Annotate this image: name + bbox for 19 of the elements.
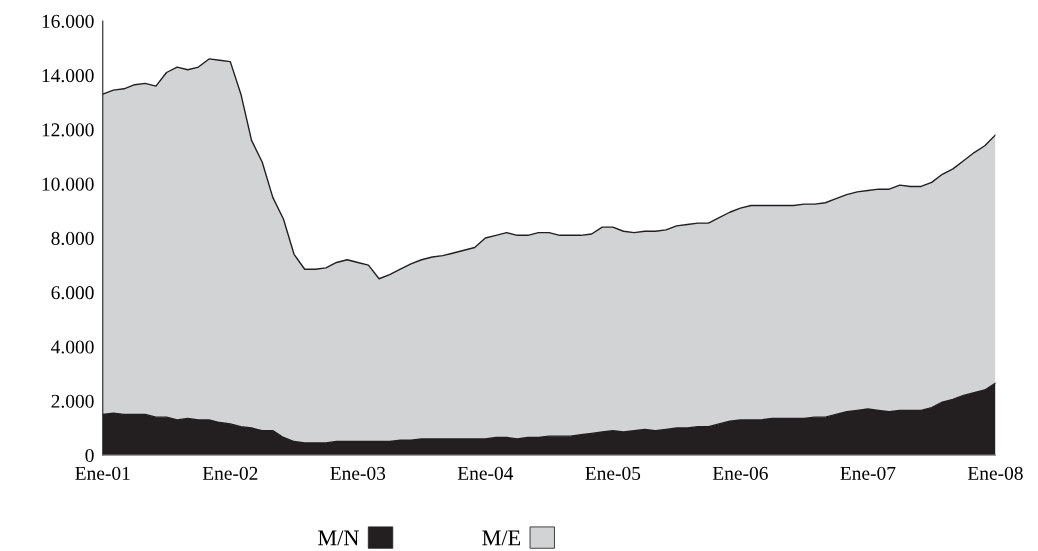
x-tick-label: Ene-06 <box>712 466 768 480</box>
y-tick-label: 12.000 <box>42 123 94 137</box>
x-tick-label: Ene-01 <box>75 466 130 480</box>
y-tick-label: 14.000 <box>42 69 94 83</box>
y-tick-label: 2.000 <box>51 394 94 408</box>
x-tick-label: Ene-02 <box>202 466 258 480</box>
y-tick-label: 16.000 <box>42 14 94 28</box>
y-tick-label: 0 <box>85 448 94 463</box>
x-tick-label: Ene-05 <box>585 466 641 480</box>
y-tick-label: 6.000 <box>51 286 94 300</box>
x-tick-label: Ene-04 <box>457 466 514 480</box>
x-tick-label: Ene-03 <box>330 466 386 480</box>
legend-label: M/N <box>318 530 359 546</box>
y-tick-label: 8.000 <box>51 231 94 246</box>
x-tick-label: Ene-07 <box>840 466 896 480</box>
legend-label: M/E <box>482 530 521 546</box>
y-tick-label: 10.000 <box>42 177 94 191</box>
x-tick-label: Ene-08 <box>967 466 1023 480</box>
y-tick-label: 4.000 <box>51 340 94 354</box>
